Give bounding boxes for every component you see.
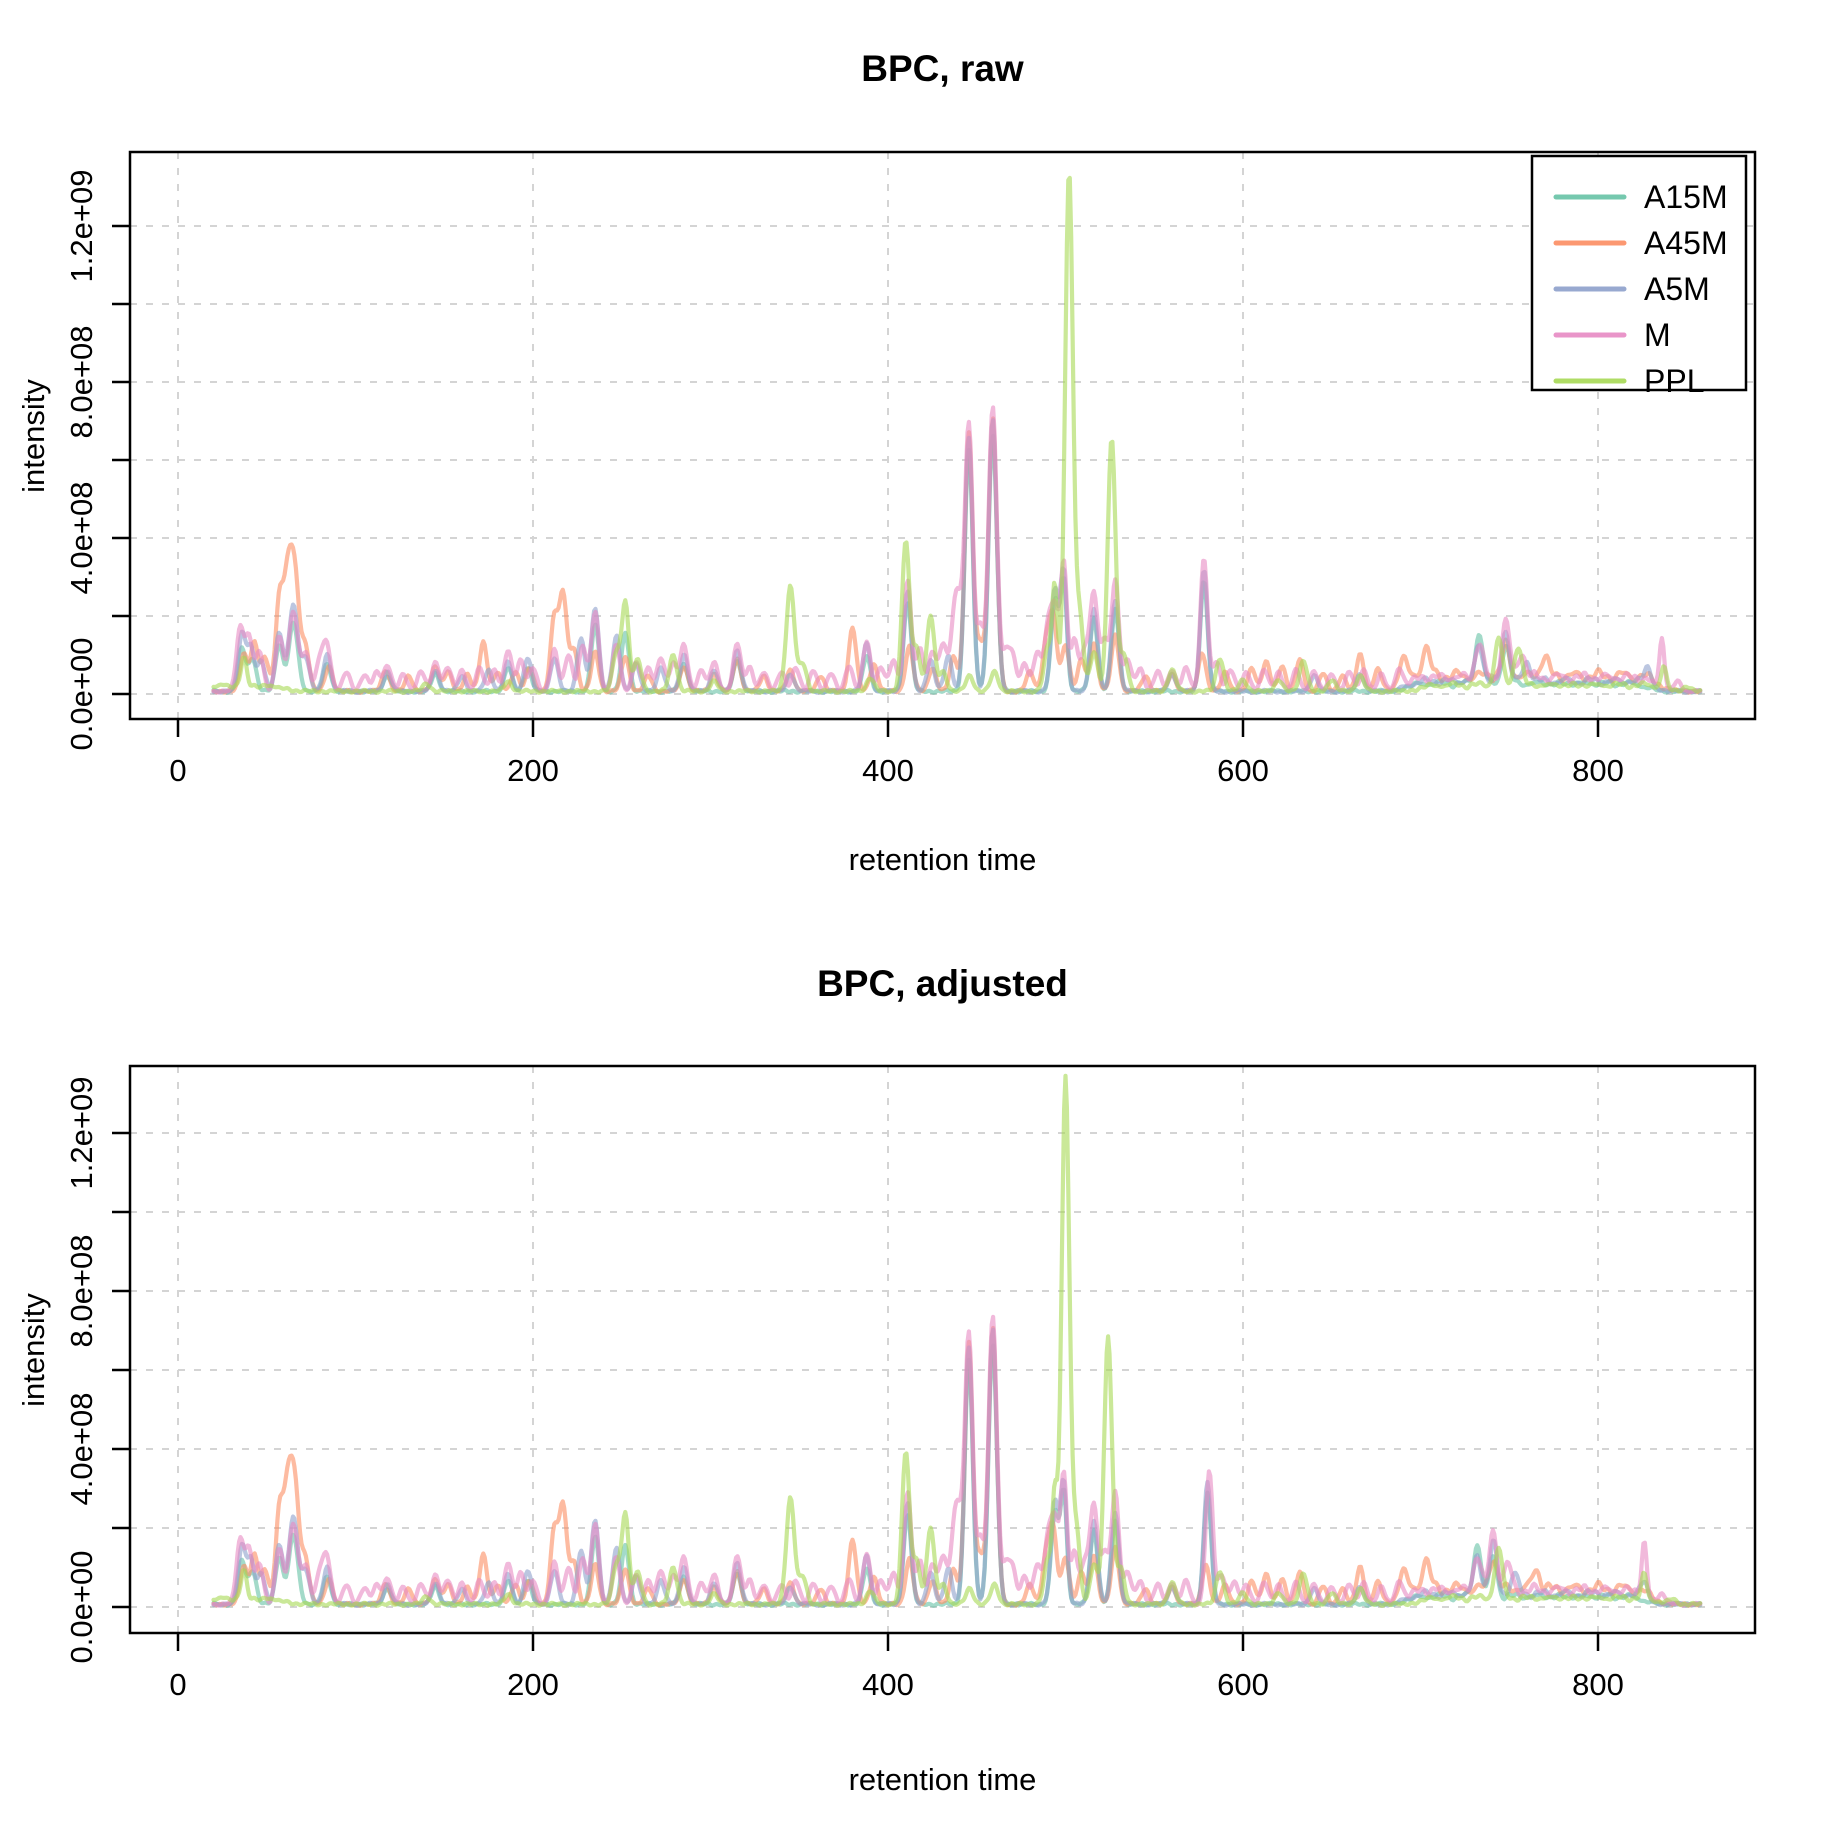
panel-title-adjusted: BPC, adjusted [817, 963, 1068, 1004]
x-tick-label: 200 [507, 753, 559, 788]
y-axis-label-raw: intensity [16, 379, 51, 493]
x-axis-label-adjusted: retention time [848, 1762, 1037, 1797]
y-tick-label: 4.0e+08 [64, 482, 99, 595]
y-tick-label: 1.2e+09 [64, 170, 99, 283]
series-line-A45M [211, 1325, 1703, 1608]
x-tick-label: 200 [507, 1667, 559, 1702]
y-tick-label: 0.0e+00 [64, 638, 99, 751]
y-tick-label: 1.2e+09 [64, 1077, 99, 1190]
legend-label-M: M [1644, 317, 1671, 353]
y-tick-label: 8.0e+08 [64, 326, 99, 439]
series-line-A45M [211, 416, 1703, 695]
x-tick-label: 0 [169, 753, 186, 788]
x-tick-label: 0 [169, 1667, 186, 1702]
panel-title-raw: BPC, raw [861, 48, 1024, 89]
y-tick-label: 0.0e+00 [64, 1551, 99, 1664]
y-tick-label: 8.0e+08 [64, 1235, 99, 1348]
series-line-A5M [211, 1327, 1703, 1608]
legend-label-A15M: A15M [1644, 179, 1728, 215]
plot-box [128, 1064, 1757, 1635]
y-axis-label-adjusted: intensity [16, 1293, 51, 1407]
series-line-M [211, 1314, 1703, 1608]
legend-label-A45M: A45M [1644, 225, 1728, 261]
x-tick-label: 400 [862, 1667, 914, 1702]
x-tick-label: 800 [1572, 753, 1624, 788]
x-tick-label: 800 [1572, 1667, 1624, 1702]
x-axis-label-raw: retention time [848, 842, 1037, 877]
legend-label-PPL: PPL [1644, 363, 1704, 399]
series-line-PPL [211, 1073, 1703, 1608]
series-line-M [211, 405, 1703, 695]
y-tick-label: 4.0e+08 [64, 1393, 99, 1506]
x-tick-label: 600 [1217, 1667, 1269, 1702]
x-tick-label: 600 [1217, 753, 1269, 788]
series-line-PPL [211, 175, 1703, 695]
plot-box [128, 150, 1757, 721]
legend-label-A5M: A5M [1644, 271, 1710, 307]
series-line-A15M [211, 1343, 1703, 1608]
x-tick-label: 400 [862, 753, 914, 788]
